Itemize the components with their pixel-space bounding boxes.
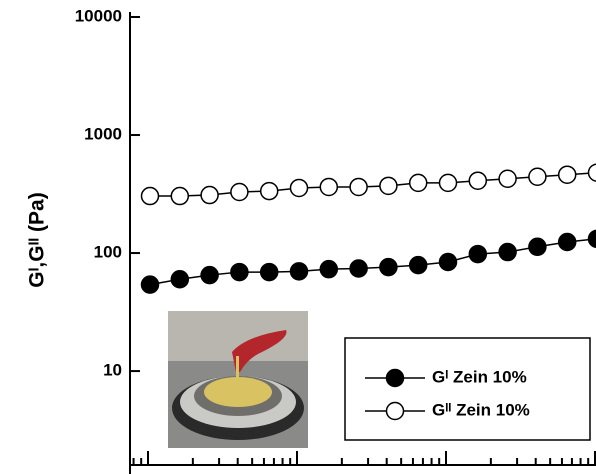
data-point	[349, 259, 368, 278]
data-point	[587, 163, 596, 182]
data-point	[587, 229, 596, 249]
data-point	[349, 177, 368, 197]
data-point	[140, 275, 160, 294]
data-point	[438, 252, 458, 272]
y-tick-label: 1000	[84, 125, 122, 144]
data-point	[408, 255, 428, 275]
legend-label: Gᴵᴵ Zein 10%	[432, 400, 530, 419]
inset-photo	[168, 311, 308, 448]
data-point	[170, 269, 190, 289]
data-point	[379, 257, 398, 277]
data-point	[498, 242, 517, 262]
y-tick-label: 10000	[75, 6, 122, 25]
data-point	[468, 244, 488, 264]
data-point	[408, 173, 428, 193]
data-point	[259, 181, 279, 201]
data-point	[379, 176, 398, 196]
legend-marker	[385, 401, 405, 421]
y-tick-label: 10	[103, 361, 122, 380]
data-point	[200, 185, 219, 205]
data-point	[438, 173, 458, 193]
y-axis-label: Gᴵ,Gᴵᴵ (Pa)	[26, 192, 49, 287]
data-point	[319, 177, 339, 197]
data-point	[468, 171, 488, 190]
data-point	[200, 265, 219, 285]
data-point	[170, 186, 190, 206]
series-line	[149, 238, 596, 286]
data-point	[140, 186, 160, 206]
data-point	[557, 165, 577, 184]
series-line	[150, 171, 596, 197]
data-point	[230, 262, 249, 282]
data-point	[289, 178, 309, 198]
data-point	[498, 169, 517, 189]
y-tick-label: 100	[94, 243, 122, 262]
data-point	[259, 262, 279, 282]
data-point	[289, 262, 309, 281]
legend	[344, 337, 591, 441]
data-point	[528, 237, 547, 257]
data-point	[319, 259, 339, 279]
data-point	[557, 232, 577, 252]
legend-label: Gᴵ Zein 10%	[432, 367, 527, 386]
data-point	[528, 167, 547, 187]
legend-marker	[385, 368, 405, 388]
data-point	[230, 182, 249, 202]
